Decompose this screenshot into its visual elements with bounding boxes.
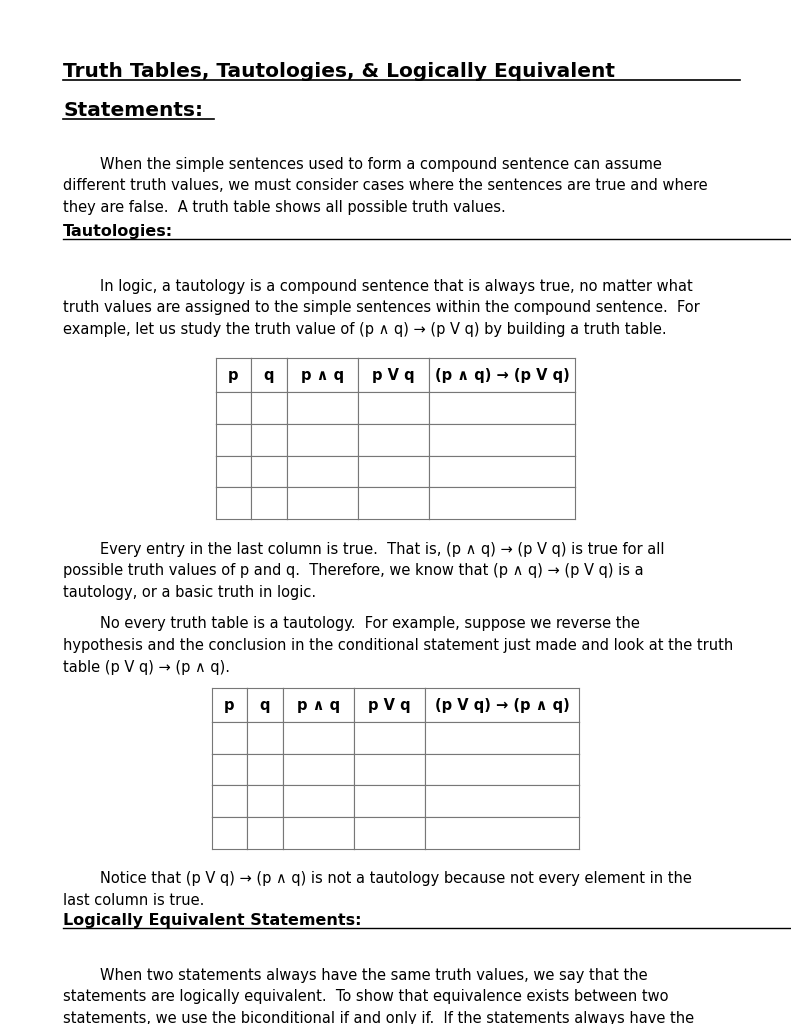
Text: When two statements always have the same truth values, we say that the
statement: When two statements always have the same… xyxy=(63,968,729,1024)
Text: Truth Tables, Tautologies, & Logically Equivalent: Truth Tables, Tautologies, & Logically E… xyxy=(63,61,615,81)
Text: p ∧ q: p ∧ q xyxy=(301,368,344,383)
Text: p ∧ q: p ∧ q xyxy=(297,697,340,713)
Text: Tautologies:: Tautologies: xyxy=(63,223,173,239)
Text: No every truth table is a tautology.  For example, suppose we reverse the
hypoth: No every truth table is a tautology. For… xyxy=(63,616,733,675)
Text: q: q xyxy=(259,697,271,713)
Text: When the simple sentences used to form a compound sentence can assume
different : When the simple sentences used to form a… xyxy=(63,157,708,215)
Text: Statements:: Statements: xyxy=(63,100,203,120)
Text: p: p xyxy=(228,368,239,383)
Text: p V q: p V q xyxy=(373,368,414,383)
Text: Notice that (p V q) → (p ∧ q) is not a tautology because not every element in th: Notice that (p V q) → (p ∧ q) is not a t… xyxy=(63,871,692,908)
Text: Every entry in the last column is true.  That is, (p ∧ q) → (p V q) is true for : Every entry in the last column is true. … xyxy=(63,542,664,600)
Text: (p V q) → (p ∧ q): (p V q) → (p ∧ q) xyxy=(435,697,570,713)
Text: In logic, a tautology is a compound sentence that is always true, no matter what: In logic, a tautology is a compound sent… xyxy=(63,279,700,337)
Text: (p ∧ q) → (p V q): (p ∧ q) → (p V q) xyxy=(435,368,570,383)
Text: q: q xyxy=(263,368,274,383)
Text: p V q: p V q xyxy=(369,697,411,713)
Text: Logically Equivalent Statements:: Logically Equivalent Statements: xyxy=(63,912,361,928)
Text: p: p xyxy=(224,697,235,713)
